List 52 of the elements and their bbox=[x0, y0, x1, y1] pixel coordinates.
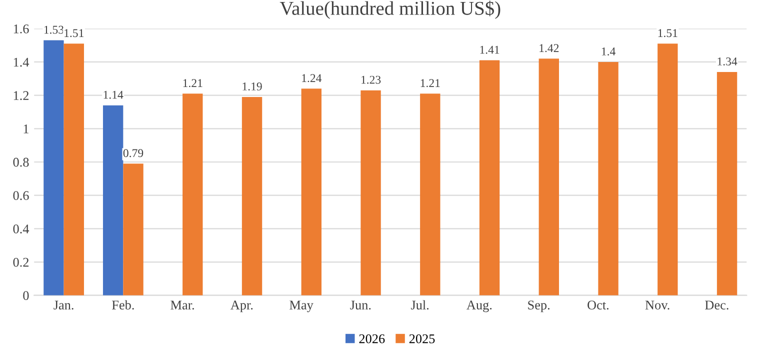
data-label: 1.14 bbox=[104, 90, 124, 99]
x-tick-label: Jun. bbox=[350, 300, 371, 310]
y-tick-label: 1 bbox=[24, 124, 28, 134]
x-tick-label: Feb. bbox=[112, 300, 134, 310]
data-label: 1.42 bbox=[540, 44, 559, 52]
x-tick-label: Sep. bbox=[528, 300, 550, 312]
bar bbox=[44, 40, 64, 296]
bar bbox=[123, 164, 144, 296]
data-label: 0.79 bbox=[123, 149, 144, 158]
data-label: 1.41 bbox=[480, 46, 500, 54]
bar bbox=[716, 72, 738, 296]
y-tick-label: 0.8 bbox=[13, 158, 29, 167]
x-tick-label: Dec. bbox=[705, 300, 728, 310]
x-tick-label: Apr. bbox=[230, 300, 253, 312]
legend-label: 2026 bbox=[359, 334, 385, 344]
x-tick-label: Mar. bbox=[170, 300, 194, 310]
data-label: 1.4 bbox=[602, 48, 616, 56]
x-tick-label: Jan. bbox=[54, 300, 74, 310]
bar bbox=[242, 96, 262, 296]
data-label: 1.51 bbox=[658, 29, 678, 38]
x-tick-label: Nov. bbox=[645, 300, 670, 310]
y-tick-label: 0.6 bbox=[13, 191, 29, 200]
bar bbox=[479, 60, 500, 296]
legend-label: 2025 bbox=[409, 334, 435, 344]
chart-title: Value(hundred million US$) bbox=[280, 0, 500, 19]
bar bbox=[182, 94, 203, 296]
data-label: 1.19 bbox=[242, 82, 262, 90]
y-tick-label: 1.2 bbox=[14, 91, 29, 100]
bar bbox=[64, 44, 84, 296]
y-tick-label: 0.4 bbox=[13, 224, 30, 234]
data-label: 1.53 bbox=[44, 26, 64, 34]
bar bbox=[538, 58, 559, 296]
bar bbox=[360, 90, 381, 296]
x-tick-label: Jul. bbox=[410, 300, 429, 310]
data-label: 1.51 bbox=[64, 29, 84, 38]
data-label: 1.34 bbox=[718, 57, 738, 66]
bar bbox=[420, 94, 440, 296]
data-label: 1.23 bbox=[361, 76, 381, 84]
data-label: 1.24 bbox=[302, 74, 322, 82]
bar bbox=[102, 105, 124, 296]
x-tick-label: Aug. bbox=[466, 300, 492, 312]
y-tick-label: 0.2 bbox=[13, 258, 29, 267]
bar bbox=[658, 44, 678, 296]
data-label: 1.21 bbox=[183, 79, 202, 88]
y-tick-label: 0 bbox=[23, 291, 29, 300]
x-tick-label: May bbox=[290, 300, 314, 312]
bar bbox=[301, 88, 322, 296]
y-tick-label: 1.6 bbox=[14, 24, 29, 34]
bar bbox=[598, 62, 618, 296]
y-tick-label: 1.4 bbox=[14, 58, 30, 67]
x-tick-label: Oct. bbox=[588, 300, 608, 310]
data-label: 1.21 bbox=[420, 79, 440, 88]
